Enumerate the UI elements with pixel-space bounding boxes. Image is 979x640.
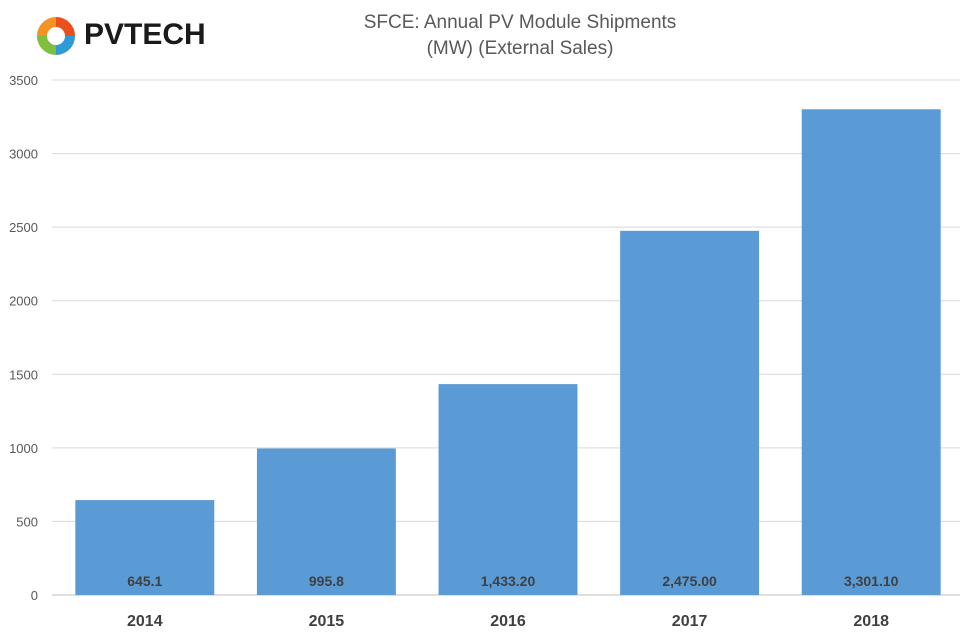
y-tick-label: 1500 <box>9 367 38 382</box>
bar-2016 <box>438 384 578 595</box>
logo-text: PVTECH <box>84 18 206 51</box>
data-label-2014: 645.1 <box>127 573 162 589</box>
y-tick-label: 3500 <box>9 73 38 88</box>
x-tick-label-2014: 2014 <box>127 613 163 630</box>
chart-title-line-2: (MW) (External Sales) <box>426 38 614 59</box>
bar-2014 <box>75 500 215 595</box>
data-labels: 645.1 995.8 1,433.20 2,475.00 3,301.10 <box>127 573 898 589</box>
x-tick-label-2016: 2016 <box>490 613 526 630</box>
chart-title: SFCE: Annual PV Module Shipments (MW) (E… <box>250 10 790 62</box>
pvtech-logo: PVTECH <box>34 10 234 62</box>
bar-2018 <box>801 109 941 595</box>
bar-2017 <box>620 230 760 596</box>
bars <box>75 109 941 596</box>
data-label-2017: 2,475.00 <box>662 573 717 589</box>
data-label-2015: 995.8 <box>309 573 344 589</box>
y-tick-label: 0 <box>31 588 38 603</box>
data-label-2018: 3,301.10 <box>844 573 899 589</box>
bar-2015 <box>256 448 396 595</box>
x-tick-label-2017: 2017 <box>672 613 708 630</box>
chart-title-line-1: SFCE: Annual PV Module Shipments <box>363 12 677 33</box>
x-axis-ticks: 2014 2015 2016 2017 2018 <box>127 613 889 630</box>
y-tick-label: 500 <box>16 514 38 529</box>
y-tick-label: 2500 <box>9 220 38 235</box>
y-tick-label: 2000 <box>9 294 38 309</box>
y-tick-label: 1000 <box>9 441 38 456</box>
y-axis-ticks: 0 500 1000 1500 2000 2500 3000 3500 <box>9 73 38 603</box>
data-label-2016: 1,433.20 <box>481 573 536 589</box>
y-tick-label: 3000 <box>9 147 38 162</box>
logo-globe-icon <box>37 17 75 55</box>
x-tick-label-2018: 2018 <box>853 613 889 630</box>
x-tick-label-2015: 2015 <box>309 613 345 630</box>
